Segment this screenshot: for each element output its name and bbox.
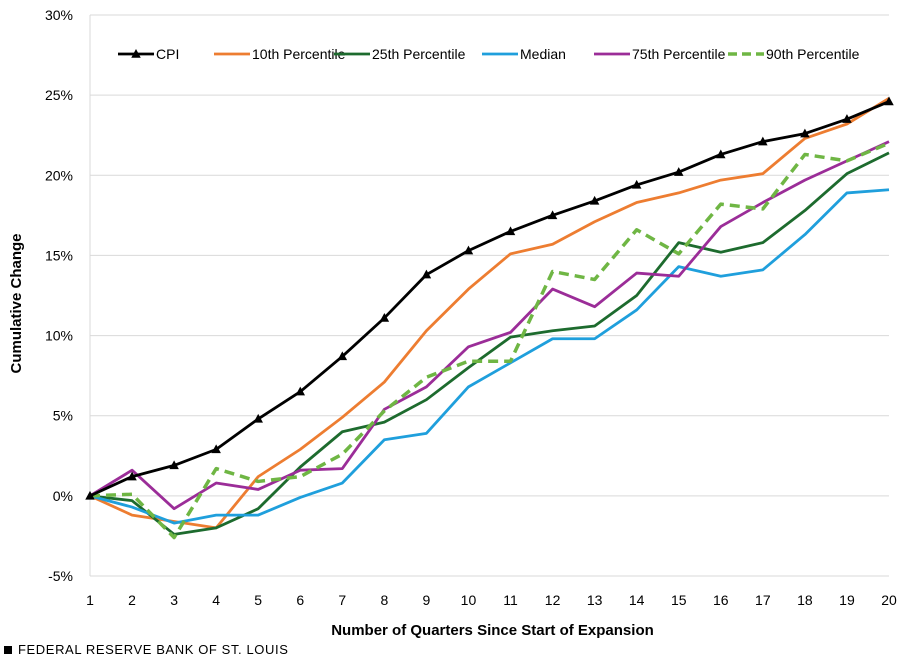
legend-label: CPI — [156, 46, 179, 62]
line-chart: -5%0%5%10%15%20%25%30% 1 2 3 4 5 6 7 8 9 10 11 12 13… — [8, 7, 897, 639]
gridlines — [90, 14, 889, 577]
series-line-cpi — [89, 100, 890, 498]
y-tick-labels: -5% 0% 5% 10% 15% 20% 25% 30% — [45, 7, 73, 584]
cpi-marker — [337, 351, 348, 361]
cpi-marker — [295, 386, 306, 396]
cpi-marker — [463, 245, 474, 255]
cpi-marker — [589, 195, 600, 205]
x-axis-label: Number of Quarters Since Start of Expans… — [331, 622, 654, 639]
cpi-marker — [716, 149, 726, 159]
y-tick-label: 10% — [45, 328, 73, 344]
x-tick-label: 15 — [671, 592, 687, 608]
cpi-marker — [421, 269, 432, 279]
series-lines — [85, 96, 894, 540]
source-text: FEDERAL RESERVE BANK OF ST. LOUIS — [18, 642, 289, 657]
x-tick-label: 8 — [380, 592, 388, 608]
legend-label: Median — [520, 46, 566, 62]
series-line-25th-percentile — [89, 151, 890, 536]
x-tick-label: 9 — [423, 592, 431, 608]
axes — [89, 15, 889, 576]
cpi-marker — [800, 128, 810, 138]
x-tick-labels: 1 2 3 4 5 6 7 8 9 10 11 12 13 14 15 16 17 18 19 20 — [86, 592, 897, 608]
x-tick-label: 4 — [212, 592, 220, 608]
legend-label: 25th Percentile — [372, 46, 466, 62]
series-line-10th-percentile — [89, 97, 890, 530]
legend-label: 10th Percentile — [252, 46, 346, 62]
legend-label: 90th Percentile — [766, 46, 860, 62]
x-tick-label: 5 — [254, 592, 262, 608]
cpi-marker — [758, 136, 768, 146]
cpi-marker — [842, 114, 852, 123]
x-tick-label: 18 — [797, 592, 813, 608]
cpi-marker — [127, 471, 137, 481]
series-line-median — [89, 188, 890, 525]
x-tick-label: 10 — [461, 592, 477, 608]
legend-marker — [131, 49, 141, 58]
x-tick-label: 19 — [839, 592, 855, 608]
y-tick-label: 25% — [45, 87, 73, 103]
cpi-marker — [673, 167, 684, 176]
cpi-marker — [211, 444, 221, 454]
source-footer: FEDERAL RESERVE BANK OF ST. LOUIS — [4, 642, 288, 657]
series-line-90th-percentile — [89, 141, 890, 540]
cpi-marker — [884, 96, 894, 106]
cpi-marker — [379, 312, 390, 322]
y-tick-label: 30% — [45, 7, 73, 23]
x-tick-label: 14 — [629, 592, 645, 608]
cpi-marker — [547, 210, 558, 220]
x-tick-label: 6 — [296, 592, 304, 608]
x-tick-label: 2 — [128, 592, 136, 608]
cpi-marker — [169, 460, 179, 470]
x-tick-label: 17 — [755, 592, 771, 608]
x-tick-label: 7 — [338, 592, 346, 608]
y-tick-label: 20% — [45, 167, 73, 183]
cpi-marker — [85, 490, 95, 500]
x-tick-label: 20 — [881, 592, 897, 608]
legend: CPI 10th Percentile 25th Percentile Median 7… — [118, 46, 860, 62]
x-tick-label: 3 — [170, 592, 178, 608]
x-tick-label: 12 — [545, 592, 561, 608]
y-tick-label: -5% — [48, 568, 73, 584]
y-tick-label: 5% — [53, 408, 73, 424]
cpi-marker — [253, 413, 263, 423]
x-tick-label: 13 — [587, 592, 603, 608]
cpi-marker — [505, 226, 516, 236]
cpi-marker — [631, 179, 642, 189]
y-axis-label: Cumulative Change — [8, 233, 25, 373]
y-tick-label: 15% — [45, 247, 73, 263]
x-tick-label: 1 — [86, 592, 94, 608]
legend-label: 75th Percentile — [632, 46, 726, 62]
x-tick-label: 11 — [503, 592, 518, 608]
y-tick-label: 0% — [53, 488, 73, 504]
square-icon — [4, 645, 12, 654]
series-line-75th-percentile — [89, 140, 890, 511]
x-tick-label: 16 — [713, 592, 729, 608]
